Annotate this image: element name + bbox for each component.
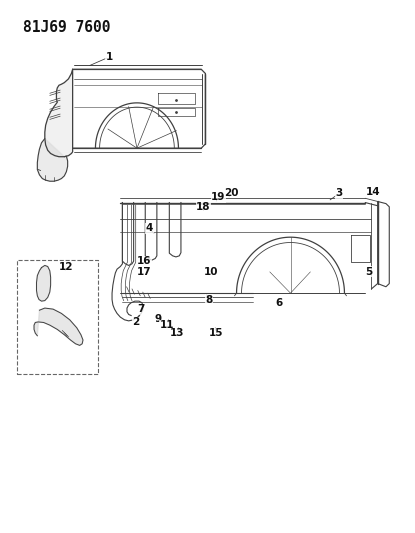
Text: 12: 12 (59, 262, 73, 271)
Polygon shape (37, 139, 68, 181)
Text: 4: 4 (146, 223, 153, 233)
Text: 81J69 7600: 81J69 7600 (23, 20, 110, 35)
Text: 14: 14 (366, 187, 381, 197)
Text: 13: 13 (170, 328, 184, 338)
Text: 11: 11 (160, 320, 174, 330)
Text: 1: 1 (105, 52, 113, 62)
Text: 2: 2 (132, 318, 140, 327)
Bar (17, 260, 98, 374)
Text: 9: 9 (155, 314, 162, 324)
Polygon shape (34, 308, 83, 345)
Text: 3: 3 (335, 189, 343, 198)
Text: 8: 8 (205, 295, 212, 304)
Text: 19: 19 (211, 192, 225, 202)
Text: 20: 20 (225, 188, 239, 198)
Text: 10: 10 (204, 267, 218, 277)
Text: 5: 5 (365, 267, 372, 277)
Polygon shape (37, 265, 51, 301)
Polygon shape (45, 69, 73, 157)
Text: 7: 7 (137, 304, 145, 314)
Text: 17: 17 (137, 267, 152, 277)
Text: 15: 15 (209, 328, 223, 338)
Text: 6: 6 (275, 298, 283, 308)
Text: 18: 18 (196, 202, 210, 212)
Text: 16: 16 (137, 256, 151, 266)
